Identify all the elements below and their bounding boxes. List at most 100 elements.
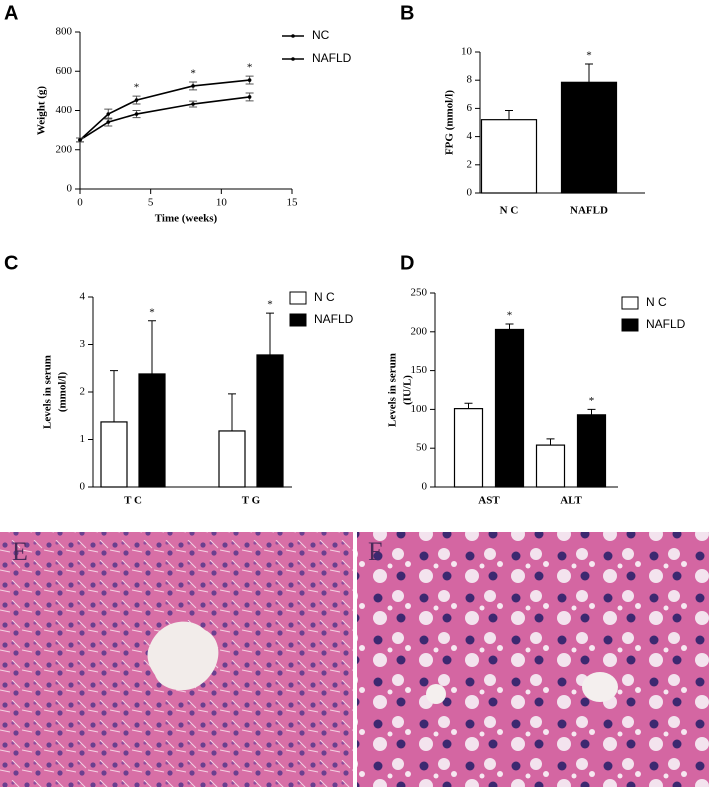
line (79, 79, 250, 141)
significance: * (149, 306, 155, 318)
y-tick-label: 800 (56, 26, 73, 38)
bar (218, 430, 246, 488)
legend-label: NC (312, 28, 330, 42)
error-bar (546, 438, 555, 446)
panel-letter: B (400, 2, 414, 24)
legend-swatch (621, 318, 639, 332)
legend-swatch (289, 291, 307, 305)
bar (256, 354, 284, 488)
error-bar (228, 393, 236, 431)
significance: * (507, 310, 513, 322)
bar (453, 408, 484, 488)
y-tick-label: 4 (80, 291, 86, 303)
legend-label: N C (314, 290, 335, 304)
x-tick-label: N C (500, 205, 519, 217)
error-bar (266, 312, 274, 355)
bar (535, 444, 566, 488)
point (191, 84, 195, 88)
y-tick-label: 100 (411, 403, 428, 415)
y-tick-label: 6 (467, 102, 473, 114)
y-tick-label: 50 (416, 442, 428, 454)
panel-label: F (368, 537, 382, 566)
legend-label: NAFLD (314, 312, 354, 326)
point (247, 95, 252, 99)
y-axis-label: Weight (g) (36, 86, 48, 136)
y-tick-label: 1 (80, 433, 86, 445)
y-tick-label: 200 (411, 325, 428, 337)
bar (560, 81, 618, 194)
image-f (357, 532, 709, 787)
point (134, 112, 139, 116)
x-tick-label: NAFLD (570, 205, 608, 217)
error-bar (110, 370, 118, 422)
panel-label: E (12, 537, 28, 566)
y-axis-label: (IU/L) (402, 375, 414, 405)
bar (138, 373, 166, 488)
y-tick-label: 150 (411, 364, 428, 376)
x-tick-label: T G (242, 495, 261, 507)
bar (494, 328, 525, 488)
y-tick-label: 0 (467, 187, 473, 199)
panel-letter: C (4, 252, 18, 274)
bar (100, 421, 128, 488)
error-bar (505, 110, 513, 120)
legend-swatch (289, 313, 307, 327)
point (247, 78, 252, 82)
y-tick-label: 2 (80, 386, 86, 398)
y-tick-label: 0 (422, 481, 428, 493)
x-axis-label: Time (weeks) (155, 213, 218, 225)
point (191, 102, 195, 106)
y-tick-label: 0 (67, 183, 73, 195)
error-bar (505, 323, 514, 330)
legend-label: NAFLD (312, 51, 352, 65)
significance: * (267, 299, 273, 311)
error-bar (587, 408, 596, 415)
legend-marker (291, 57, 295, 61)
significance: * (589, 395, 595, 407)
panel-letter: D (400, 252, 414, 274)
significance: * (586, 50, 592, 62)
central-vein (147, 621, 219, 691)
histology-e: E (0, 532, 353, 787)
vacuole (426, 684, 446, 704)
y-tick-label: 250 (411, 287, 428, 299)
significance: * (247, 62, 253, 74)
legend-swatch (621, 296, 639, 310)
significance: * (134, 82, 140, 94)
x-tick-label: AST (478, 495, 500, 507)
significance: * (190, 68, 196, 80)
x-tick-label: ALT (560, 495, 582, 507)
error-bar (585, 63, 593, 83)
histology-f: F (357, 532, 709, 787)
y-tick-label: 200 (56, 143, 73, 155)
bar (480, 119, 538, 194)
y-axis-label: FPG (mmol/l) (444, 90, 456, 155)
y-tick-label: 2 (467, 158, 473, 170)
error-bar (148, 320, 156, 374)
legend-marker (291, 34, 295, 38)
x-tick-label: T C (124, 495, 142, 507)
x-tick-label: 10 (216, 197, 228, 209)
y-tick-label: 400 (56, 104, 73, 116)
y-tick-label: 600 (56, 65, 73, 77)
y-axis-label: (mmol/l) (57, 372, 69, 413)
x-tick-label: 0 (77, 197, 83, 209)
y-tick-label: 8 (467, 74, 473, 86)
panel-letter: A (4, 2, 18, 24)
point (106, 120, 111, 124)
point (134, 98, 139, 102)
x-tick-label: 5 (148, 197, 154, 209)
legend-label: NAFLD (646, 317, 686, 331)
y-tick-label: 0 (80, 481, 86, 493)
point (78, 138, 82, 142)
y-axis-label: Levels in serum (387, 353, 399, 427)
x-tick-label: 15 (287, 197, 299, 209)
bar (576, 414, 607, 488)
y-tick-label: 10 (461, 46, 473, 58)
y-tick-label: 4 (467, 130, 473, 142)
error-bar (464, 402, 473, 409)
legend-label: N C (646, 295, 667, 309)
y-tick-label: 3 (80, 338, 86, 350)
y-axis-label: Levels in serum (42, 355, 54, 429)
